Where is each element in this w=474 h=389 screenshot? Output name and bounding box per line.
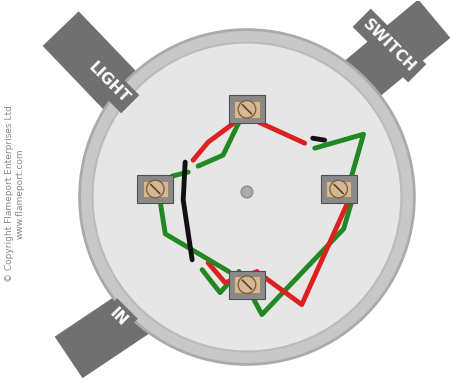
FancyBboxPatch shape (234, 277, 260, 293)
FancyBboxPatch shape (143, 181, 168, 197)
FancyBboxPatch shape (229, 271, 265, 299)
Circle shape (80, 30, 414, 364)
FancyBboxPatch shape (229, 95, 265, 123)
Text: © Copyright Flameport Enterprises Ltd
www.flameport.com: © Copyright Flameport Enterprises Ltd ww… (5, 105, 25, 282)
Circle shape (238, 276, 256, 293)
Circle shape (238, 100, 256, 118)
Text: SWITCH: SWITCH (360, 16, 419, 75)
Circle shape (92, 42, 401, 351)
Circle shape (330, 180, 347, 198)
FancyBboxPatch shape (321, 175, 356, 203)
Text: LIGHT: LIGHT (85, 59, 132, 106)
Circle shape (146, 180, 164, 198)
Text: IN: IN (107, 306, 130, 329)
FancyBboxPatch shape (326, 181, 351, 197)
FancyBboxPatch shape (137, 175, 173, 203)
FancyBboxPatch shape (234, 101, 260, 117)
Circle shape (241, 186, 253, 198)
